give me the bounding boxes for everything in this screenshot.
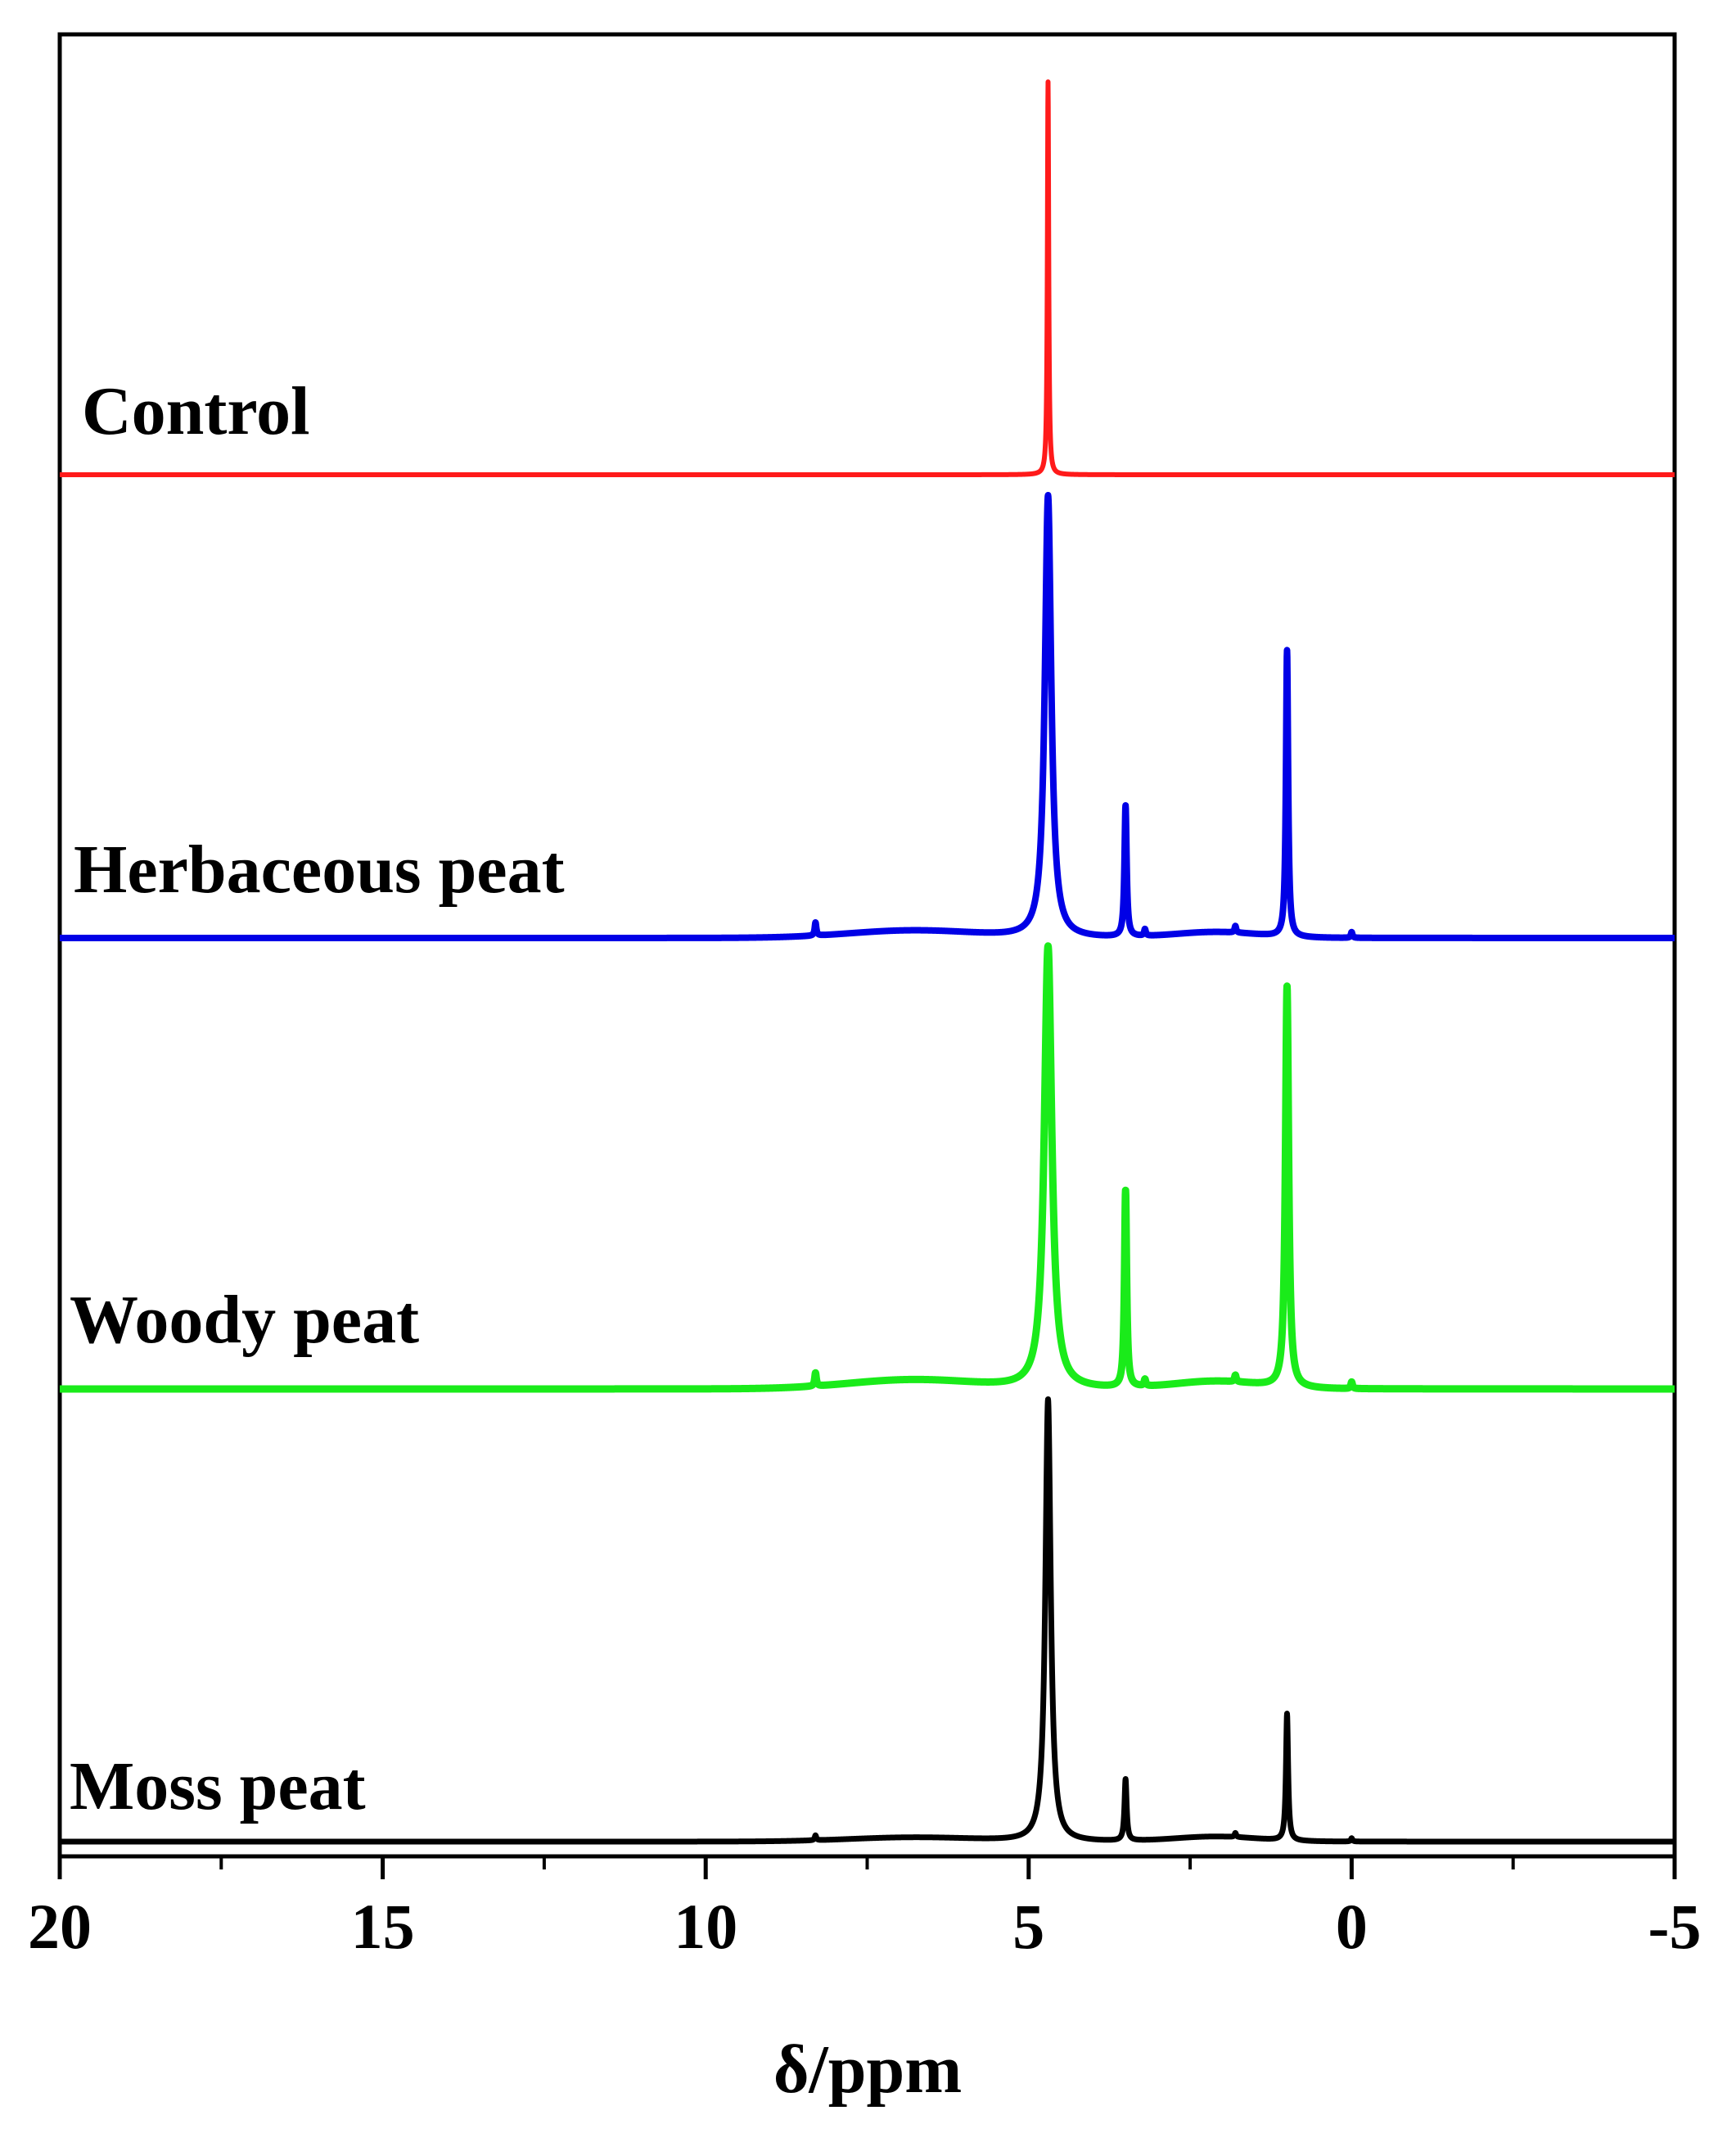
trace-woody-peat (56, 942, 1679, 1393)
x-tick-label: 10 (674, 1891, 737, 1962)
x-axis: 20 15 10 5 0 -5 (28, 1856, 1701, 1962)
x-tick-label: 0 (1336, 1891, 1368, 1962)
trace-moss-peat (56, 1396, 1678, 1845)
series-labels: Control Herbaceous peat Woody peat Moss pea… (70, 373, 565, 1824)
series-label-control: Control (82, 373, 309, 449)
x-tick-label: 15 (351, 1891, 415, 1962)
x-tick-label: 20 (28, 1891, 92, 1962)
plot-frame (57, 32, 1677, 1859)
series-label-herbaceous-peat: Herbaceous peat (74, 832, 565, 908)
trace-herbaceous-peat (56, 491, 1678, 941)
series-label-moss-peat: Moss peat (70, 1748, 366, 1824)
series-label-woody-peat: Woody peat (70, 1282, 419, 1358)
spectrum-traces (56, 79, 1679, 1845)
x-tick-label: 5 (1012, 1891, 1044, 1962)
x-axis-title: δ/ppm (773, 2032, 962, 2108)
x-tick-label: -5 (1648, 1891, 1702, 1962)
trace-control (57, 79, 1677, 477)
